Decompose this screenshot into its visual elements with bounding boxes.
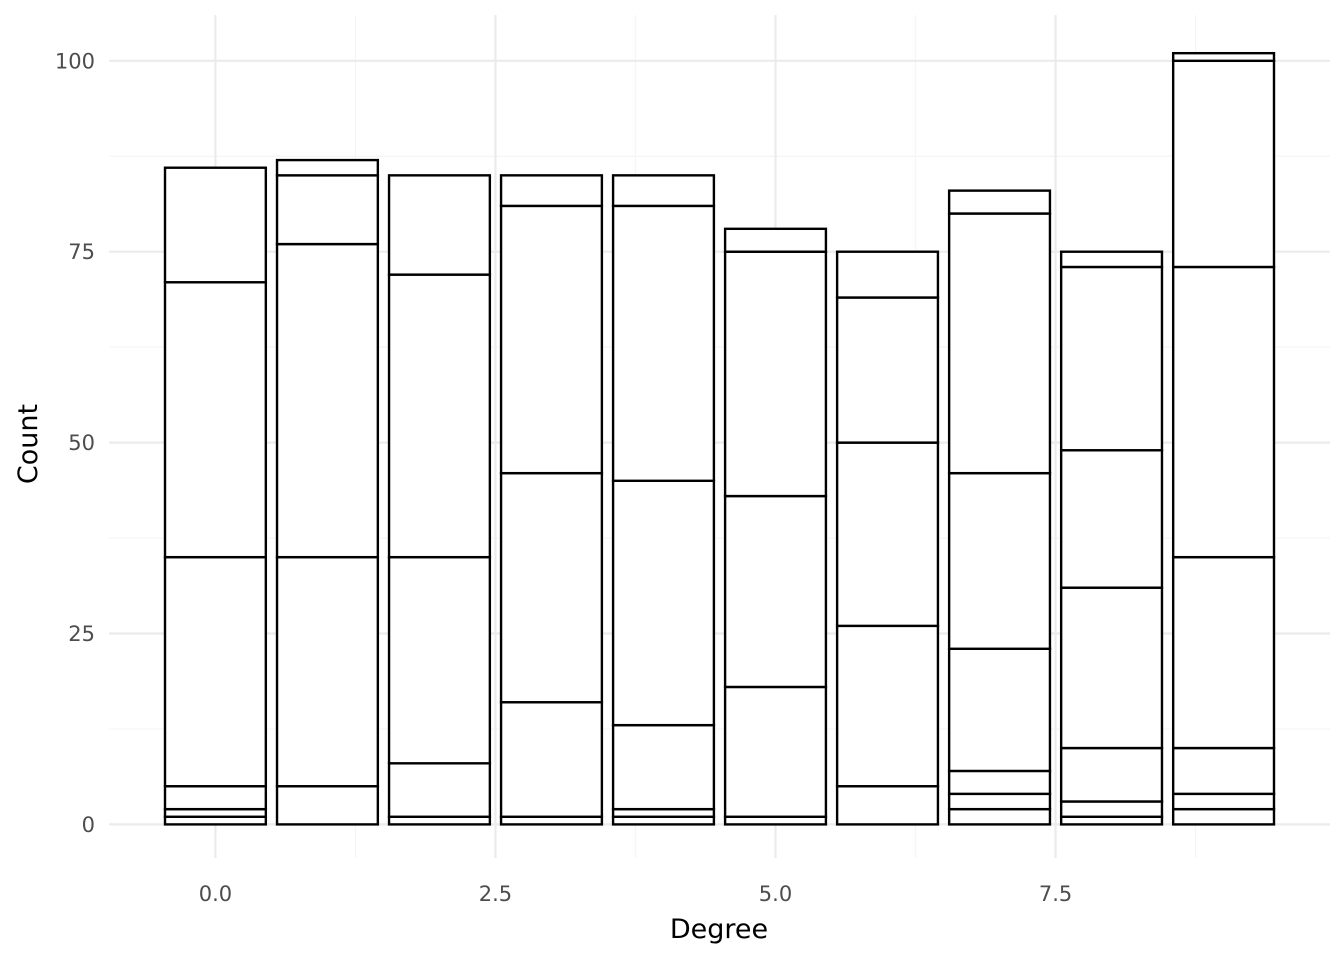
bar-segment [1171,555,1276,750]
y-tick-label: 0 [82,813,95,837]
bar-segment [611,723,716,811]
bar-segment [723,250,828,498]
bar-segment [275,785,380,826]
bar-segment [947,807,1052,826]
bar-segment [611,204,716,482]
bar-segment [1059,265,1164,452]
bar-segment [275,555,380,788]
bar-segment [835,785,940,826]
bar-segment [275,242,380,559]
y-tick-label: 75 [68,240,95,264]
x-tick-label: 0.0 [199,882,232,906]
y-tick-label: 25 [68,622,95,646]
bar-9 [1171,51,1276,826]
bar-segment [947,792,1052,811]
bar-segment [947,647,1052,773]
bar-segment [499,204,604,475]
bar-segment [835,441,940,628]
bar-segment [723,685,828,818]
bars [163,51,1276,826]
bar-segment [499,174,604,208]
bar-7 [947,189,1052,826]
bar-2 [387,174,492,826]
bar-0 [163,166,268,826]
bar-segment [1059,746,1164,803]
bar-segment [387,555,492,765]
bar-segment [1059,800,1164,818]
bar-segment [611,479,716,727]
y-tick-label: 50 [68,431,95,455]
bar-segment [387,273,492,559]
bar-segment [387,762,492,818]
y-tick-label: 100 [55,49,95,73]
bar-segment [163,555,268,788]
bar-segment [1059,250,1164,269]
bar-6 [835,250,940,826]
x-axis-ticks: 0.0 2.5 5.0 7.5 [199,882,1073,906]
bar-segment [723,227,828,253]
bar-segment [835,624,940,788]
x-tick-label: 7.5 [1039,882,1072,906]
bar-5 [723,227,828,826]
bar-segment [1059,586,1164,750]
bar-segment [947,189,1052,215]
bar-segment [947,212,1052,475]
bar-segment [1171,746,1276,796]
bar-segment [835,296,940,444]
bar-1 [275,158,380,826]
bar-segment [611,174,716,208]
bar-segment [275,158,380,177]
bar-segment [499,471,604,704]
bar-segment [163,166,268,284]
bar-segment [275,174,380,246]
y-axis-title: Count [13,404,44,484]
bar-segment [1171,59,1276,269]
bar-4 [611,174,716,826]
bar-segment [1171,265,1276,559]
bar-8 [1059,250,1164,826]
x-axis-title: Degree [670,914,768,945]
x-tick-label: 5.0 [759,882,792,906]
bar-segment [499,701,604,818]
bar-segment [1171,51,1276,63]
bar-segment [947,471,1052,650]
bar-segment [835,250,940,299]
bar-segment [947,769,1052,796]
bar-3 [499,174,604,826]
bar-segment [163,785,268,811]
y-axis-ticks: 0 25 50 75 100 [55,49,95,837]
bar-segment [723,494,828,689]
bar-segment [163,281,268,559]
bar-segment [1171,792,1276,811]
bar-segment [387,174,492,276]
x-tick-label: 2.5 [479,882,512,906]
bar-segment [1171,807,1276,826]
bar-segment [1059,449,1164,589]
